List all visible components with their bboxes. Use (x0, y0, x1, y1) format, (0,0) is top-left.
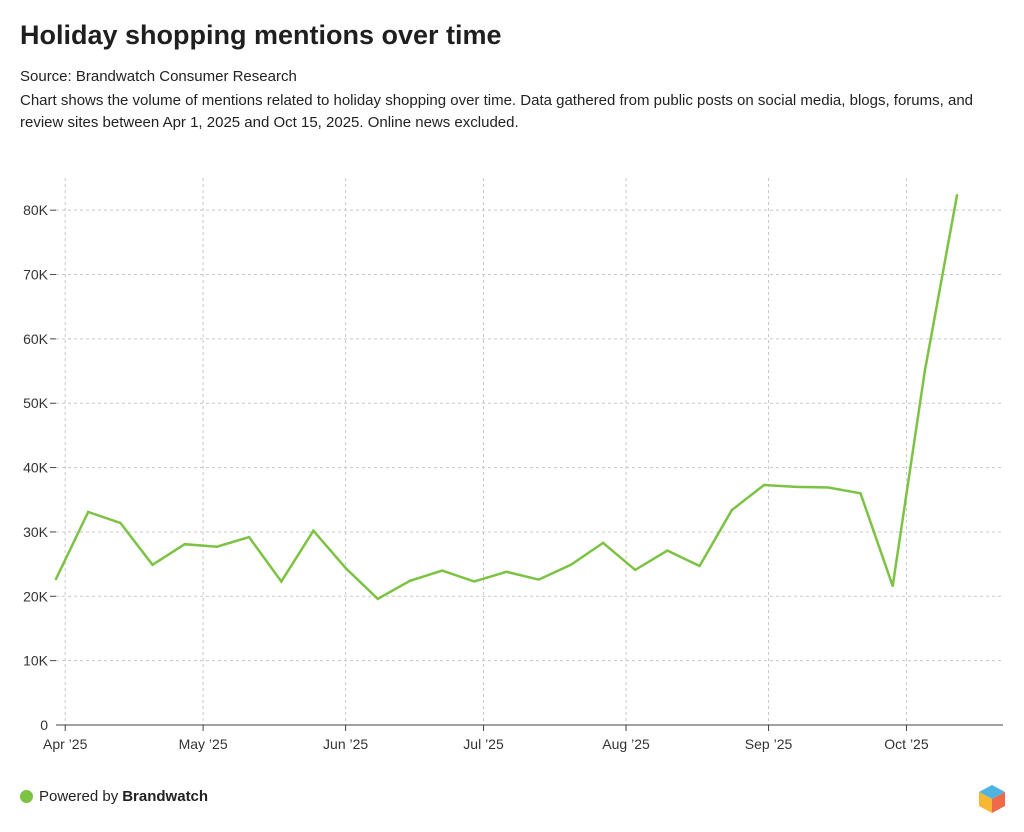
data-point (955, 194, 959, 197)
data-point (827, 486, 830, 489)
data-point (408, 579, 412, 583)
data-point (280, 580, 283, 583)
data-point (119, 521, 122, 525)
data-point (794, 485, 798, 489)
logo-left-facet (979, 792, 992, 813)
x-tick-label: Jun ’25 (323, 736, 368, 752)
data-point (601, 541, 605, 545)
y-tick-label: 0 (40, 717, 48, 733)
chart-title: Holiday shopping mentions over time (20, 20, 502, 50)
chart-header: Holiday shopping mentions over time Sour… (20, 18, 1010, 134)
data-point (473, 580, 476, 583)
data-point (247, 535, 251, 539)
data-point (666, 549, 669, 552)
x-tick-label: May ’25 (179, 736, 228, 752)
data-point (344, 566, 347, 570)
data-point (376, 597, 379, 601)
data-point (923, 369, 927, 373)
data-point (762, 483, 766, 487)
brand-name: Brandwatch (122, 788, 209, 805)
y-tick-label: 50K (23, 395, 49, 411)
x-tick-label: Apr ’25 (43, 736, 88, 752)
powered-by-label: Powered by (39, 788, 119, 805)
data-point (730, 508, 733, 512)
y-tick-label: 20K (23, 588, 49, 604)
data-point (151, 563, 154, 566)
x-tick-label: Sep ’25 (745, 736, 793, 752)
y-tick-label: 30K (23, 524, 49, 540)
y-tick-label: 60K (23, 331, 49, 347)
data-point (312, 529, 315, 532)
data-point (183, 542, 186, 546)
brand-dot-icon (20, 790, 33, 803)
data-point (505, 570, 508, 574)
logo-right-facet (992, 792, 1005, 813)
footer: Powered by Brandwatch (20, 788, 208, 805)
data-point (698, 564, 701, 568)
chart-source: Source: Brandwatch Consumer Research (20, 68, 297, 85)
series-line (54, 194, 959, 601)
brandwatch-logo-icon[interactable] (978, 784, 1006, 814)
y-tick-label: 80K (23, 202, 49, 218)
data-point (215, 545, 219, 548)
data-point (569, 563, 573, 566)
x-tick-label: Jul ’25 (463, 736, 504, 752)
y-tick-label: 40K (23, 460, 49, 476)
data-point (634, 568, 637, 572)
data-point (537, 578, 540, 581)
y-tick-label: 70K (23, 267, 49, 283)
x-tick-label: Oct ’25 (884, 736, 929, 752)
data-point (440, 569, 444, 572)
y-tick-label: 10K (23, 653, 49, 669)
line-chart: 0 10K 20K 30K 40K 50K 60K 70K 80K Apr ’25 May ’25 J… (23, 178, 1003, 752)
chart-description: Chart shows the volume of mentions relat… (20, 92, 974, 131)
data-point (859, 492, 862, 495)
data-point (891, 584, 894, 588)
data-point (86, 510, 90, 514)
x-tick-label: Aug ’25 (602, 736, 650, 752)
data-point (54, 577, 58, 581)
